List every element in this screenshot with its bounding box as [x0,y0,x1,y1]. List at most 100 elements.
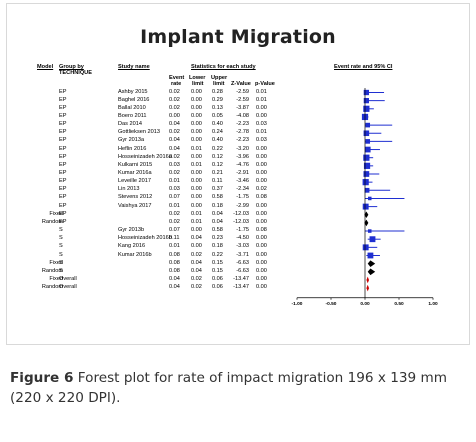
header-study-name: Study name [118,64,150,70]
caption-text: Forest plot for rate of impact migration… [10,370,447,406]
row-z-value: -4.08 [236,112,249,119]
row-group: Overall [59,284,77,291]
row-p-value: 0.00 [256,178,267,185]
row-event-rate: 0.02 [169,88,180,95]
row-p-value: 0.00 [256,210,267,217]
row-p-value: 0.00 [256,243,267,250]
row-lower-limit: 0.04 [191,235,202,242]
row-group: EP [59,202,67,209]
col-p-value: p-Value [255,81,275,87]
row-model: Random [41,284,63,291]
row-event-rate: 0.08 [169,267,180,274]
row-z-value: -2.91 [236,170,249,176]
row-event-rate: 0.08 [169,251,180,258]
study-point-marker [364,187,370,193]
row-lower-limit: 0.00 [191,104,202,111]
row-upper-limit: 0.04 [212,210,223,217]
row-upper-limit: 0.15 [212,267,223,274]
col-event-2: rate [171,81,182,87]
row-group: S [59,251,63,258]
study-point-marker [367,252,374,259]
row-group: Overall [59,275,77,282]
row-group: S [59,267,63,274]
row-lower-limit: 0.00 [191,121,202,128]
row-z-value: -3.46 [236,178,249,185]
row-p-value: 0.00 [256,202,267,209]
row-model: Fixed [49,210,63,217]
row-p-value: 0.03 [256,121,267,128]
study-point-marker [362,203,369,210]
row-group: EP [59,178,67,185]
row-study-name: Lin 2013 [118,186,140,193]
x-tick-label: 0.00 [360,301,370,307]
row-group: S [59,227,63,234]
row-event-rate: 0.02 [169,129,180,136]
study-point-marker [368,196,372,201]
row-group: EP [59,186,67,193]
row-upper-limit: 0.37 [212,186,223,193]
row-p-value: 0.00 [256,170,267,176]
row-group: EP [59,121,67,128]
row-upper-limit: 0.21 [212,170,223,176]
row-study-name: Gyr 2013b [118,227,145,234]
row-group: EP [59,129,67,136]
row-event-rate: 0.02 [169,96,180,103]
study-point-marker [363,154,370,161]
row-event-rate: 0.03 [169,186,180,193]
row-z-value: -3.03 [236,243,249,250]
row-upper-limit: 0.24 [212,129,223,136]
row-upper-limit: 0.18 [212,243,223,250]
row-p-value: 0.02 [256,186,267,193]
row-lower-limit: 0.02 [191,275,202,282]
study-point-marker [364,146,371,153]
row-z-value: -3.71 [236,251,249,258]
row-z-value: -1.75 [236,227,249,234]
row-group: EP [59,170,67,176]
row-p-value: 0.03 [256,137,267,144]
row-lower-limit: 0.00 [191,96,202,103]
row-z-value: -13.47 [233,284,249,291]
row-group: S [59,243,63,250]
row-study-name: Gyr 2013a [118,137,145,144]
row-lower-limit: 0.00 [191,186,202,193]
row-lower-limit: 0.00 [191,153,202,160]
row-group: S [59,235,63,242]
row-event-rate: 0.02 [169,210,180,217]
subgroup-diamond [367,260,376,267]
row-event-rate: 0.01 [169,202,180,209]
row-z-value: -2.99 [236,202,249,209]
x-tick-label: 1.00 [428,301,438,307]
row-upper-limit: 0.18 [212,202,223,209]
overall-diamond [366,276,370,284]
row-study-name: Hosseinizadeh 2016b [118,235,172,242]
header-event-rate-ci: Event rate and 95% CI [334,64,393,70]
x-tick-label: -1.00 [292,301,303,307]
row-upper-limit: 0.40 [212,137,223,144]
row-group: EP [59,137,67,144]
row-model: Random [41,218,63,225]
row-model: Fixed [49,259,63,266]
figure-caption: Figure 6 Forest plot for rate of impact … [10,368,466,408]
row-event-rate: 0.04 [169,145,180,152]
row-p-value: 0.00 [256,218,267,225]
row-p-value: 0.00 [256,275,267,282]
row-study-name: Gottlieksen 2013 [118,129,160,136]
row-study-name: Kulkarni 2015 [118,161,153,168]
row-event-rate: 0.01 [169,178,180,185]
row-group: EP [59,218,67,225]
header-statistics: Statistics for each study [191,64,256,70]
row-event-rate: 0.02 [169,153,180,160]
row-group: EP [59,161,67,168]
row-study-name: Kumar 2016b [118,251,152,258]
row-p-value: 0.00 [256,251,267,258]
row-group: EP [59,153,67,160]
header-technique: TECHNIQUE [59,70,92,76]
row-p-value: 0.00 [256,284,267,291]
subgroup-diamond [364,219,369,227]
row-upper-limit: 0.58 [212,194,223,201]
row-event-rate: 0.03 [169,161,180,168]
col-lower-2: limit [192,81,204,87]
row-model: Fixed [49,275,63,282]
x-tick-label: -0.50 [326,301,337,307]
study-point-marker [363,105,370,112]
